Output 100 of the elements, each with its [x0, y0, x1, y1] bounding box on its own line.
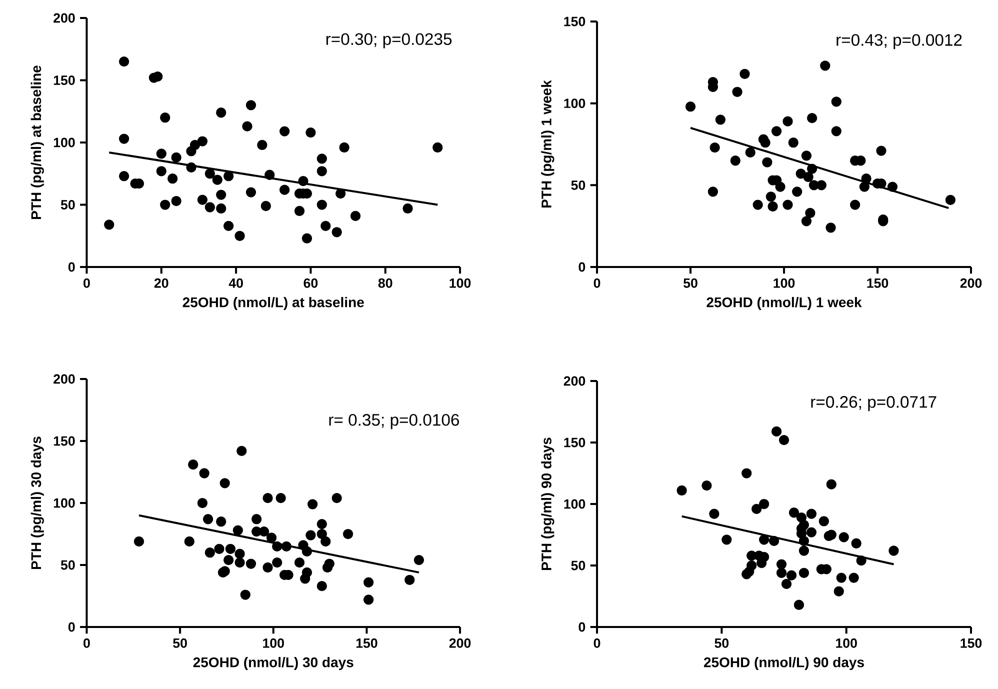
- x-axis-title: 25OHD (nmol/L) 90 days: [704, 656, 864, 670]
- point: [168, 174, 178, 184]
- y-axis-title: PTH (pg/ml) 30 days: [30, 436, 44, 569]
- point: [851, 538, 862, 548]
- point: [798, 520, 810, 530]
- y-tick-label: 0: [578, 262, 586, 272]
- point: [945, 194, 956, 205]
- point: [104, 220, 114, 230]
- point: [232, 525, 243, 536]
- point: [307, 499, 318, 510]
- point: [363, 594, 374, 605]
- point: [171, 152, 182, 163]
- point: [816, 180, 826, 190]
- point: [223, 220, 234, 231]
- x-axis-title: 25OHD (nmol/L) 1 week: [706, 296, 862, 310]
- point: [306, 530, 316, 540]
- point: [234, 230, 245, 241]
- point: [768, 201, 778, 212]
- x-tick-label: 0: [594, 638, 600, 648]
- point: [806, 527, 817, 538]
- annotation: r=0.43; p=0.0012: [836, 34, 962, 50]
- point: [820, 60, 830, 71]
- point: [262, 562, 273, 573]
- point: [758, 498, 770, 510]
- point: [402, 203, 413, 214]
- x-tick-label: 50: [684, 278, 698, 288]
- point: [768, 536, 780, 546]
- point: [251, 514, 262, 524]
- point: [803, 172, 814, 182]
- point: [831, 96, 842, 107]
- point: [298, 176, 308, 186]
- point: [342, 528, 354, 540]
- point: [242, 121, 252, 132]
- point: [742, 569, 752, 580]
- point: [171, 196, 182, 206]
- x-tick-label: 200: [449, 638, 471, 648]
- point: [786, 570, 797, 580]
- point: [414, 554, 424, 566]
- point: [260, 200, 271, 212]
- point: [234, 548, 245, 559]
- point: [771, 426, 782, 437]
- point: [212, 174, 222, 185]
- point: [156, 148, 166, 159]
- x-tick-label: 100: [450, 278, 471, 288]
- point: [276, 492, 286, 504]
- x-tick-label: 50: [173, 638, 187, 648]
- point: [316, 166, 327, 176]
- point: [732, 86, 742, 97]
- point: [262, 492, 273, 504]
- point: [801, 150, 812, 161]
- point: [350, 210, 361, 222]
- point: [826, 479, 836, 490]
- y-tick-label: 0: [578, 622, 586, 632]
- point: [223, 554, 234, 566]
- point: [320, 220, 331, 231]
- point: [834, 586, 844, 596]
- point: [188, 460, 198, 470]
- point: [294, 206, 305, 216]
- point: [888, 546, 899, 556]
- x-tick-label: 100: [774, 278, 795, 288]
- point: [197, 498, 208, 508]
- point: [806, 164, 818, 174]
- point: [160, 200, 170, 210]
- point: [798, 546, 810, 556]
- point: [856, 556, 866, 566]
- point: [332, 227, 342, 238]
- point: [708, 186, 718, 197]
- x-tick-label: 0: [594, 278, 600, 288]
- y-tick-label: 200: [54, 374, 75, 384]
- point: [818, 516, 829, 526]
- annotation: r=0.26; p=0.0717: [811, 396, 936, 412]
- point: [199, 468, 210, 478]
- point: [240, 590, 250, 600]
- point: [197, 136, 208, 146]
- y-tick-label: 200: [564, 376, 586, 386]
- y-tick-label: 50: [571, 180, 586, 190]
- point: [316, 519, 327, 530]
- x-tick-label: 0: [84, 638, 90, 648]
- y-axis-title: PTH (pg/ml) at baseline: [30, 66, 44, 219]
- point: [204, 548, 215, 558]
- point: [702, 480, 712, 491]
- point: [715, 114, 726, 125]
- point: [798, 536, 810, 546]
- point: [752, 200, 763, 210]
- point: [302, 546, 312, 556]
- y-tick-label: 100: [564, 98, 586, 108]
- point: [887, 182, 898, 192]
- point: [134, 536, 144, 547]
- point: [766, 192, 776, 202]
- x-axis-title: 25OHD (nmol/L) 30 days: [193, 656, 354, 670]
- point: [264, 170, 275, 180]
- point: [826, 222, 836, 233]
- point: [332, 492, 342, 504]
- point: [279, 126, 290, 136]
- point: [752, 504, 762, 514]
- y-tick-label: 50: [60, 200, 75, 210]
- point: [234, 557, 245, 568]
- point: [710, 142, 720, 153]
- x-axis-title: 25OHD (nmol/L) at baseline: [182, 296, 364, 310]
- y-tick-label: 200: [54, 13, 75, 23]
